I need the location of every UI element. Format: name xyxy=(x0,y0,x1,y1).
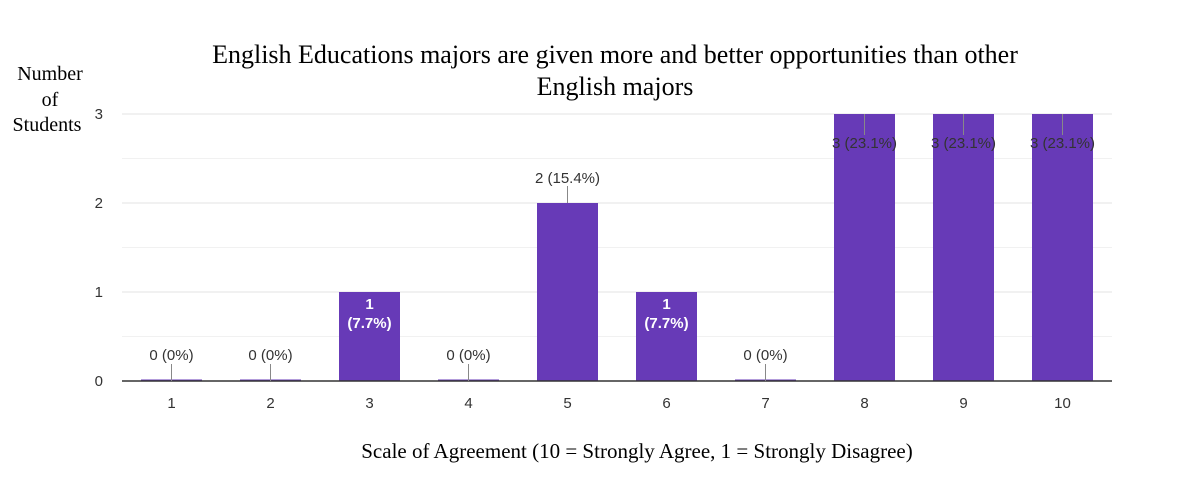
bar xyxy=(636,292,697,381)
x-tick-label: 3 xyxy=(365,395,373,412)
y-axis-label-line-1: Number xyxy=(17,63,83,85)
chart-title-line-1: English Educations majors are given more… xyxy=(212,40,1018,69)
x-tick-label: 6 xyxy=(662,395,670,412)
y-tick-label: 1 xyxy=(95,284,103,301)
bar xyxy=(933,114,994,381)
y-tick-label: 0 xyxy=(95,373,103,390)
bars xyxy=(141,114,1093,381)
x-tick-label: 9 xyxy=(959,395,967,412)
y-tick-label: 3 xyxy=(95,106,103,123)
x-tick-label: 4 xyxy=(464,395,472,412)
y-axis-label-line-2: of xyxy=(42,89,59,111)
x-tick-label: 8 xyxy=(860,395,868,412)
y-tick-labels: 0 1 2 3 xyxy=(95,106,103,390)
data-label: 0 (0%) xyxy=(248,347,292,364)
data-label: 0 (0%) xyxy=(149,347,193,364)
bar xyxy=(1032,114,1093,381)
data-label: 3 (23.1%) xyxy=(1030,135,1095,152)
x-tick-label: 10 xyxy=(1054,395,1071,412)
bar xyxy=(339,292,400,381)
data-label: 2 (15.4%) xyxy=(535,170,600,187)
data-label: 0 (0%) xyxy=(743,347,787,364)
data-label: 1 (7.7%) xyxy=(347,296,391,332)
y-tick-label: 2 xyxy=(95,195,103,212)
data-label: 3 (23.1%) xyxy=(832,135,897,152)
chart-title-line-2: English majors xyxy=(537,72,694,101)
data-label: 1 (7.7%) xyxy=(644,296,688,332)
x-tick-label: 7 xyxy=(761,395,769,412)
bar xyxy=(834,114,895,381)
x-tick-label: 5 xyxy=(563,395,571,412)
data-label: 0 (0%) xyxy=(446,347,490,364)
x-tick-label: 2 xyxy=(266,395,274,412)
y-axis-label-line-3: Students xyxy=(13,114,82,136)
x-tick-labels: 1 2 3 4 5 6 7 8 9 10 xyxy=(167,395,1071,412)
bar xyxy=(537,203,598,381)
x-tick-label: 1 xyxy=(167,395,175,412)
data-label: 3 (23.1%) xyxy=(931,135,996,152)
data-labels: 0 (0%) 0 (0%) 1 (7.7%) 0 (0%) 2 (15.4%) 1 (7.7%… xyxy=(149,114,1095,381)
x-axis-label: Scale of Agreement (10 = Strongly Agree,… xyxy=(361,439,912,463)
